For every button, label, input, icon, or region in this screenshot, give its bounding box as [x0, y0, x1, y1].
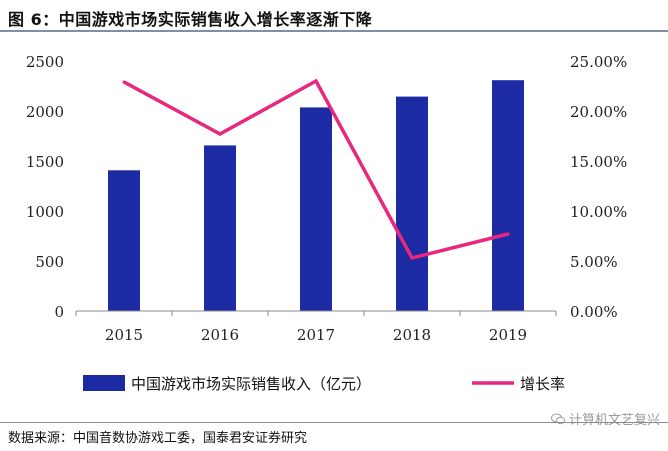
x-tick-label: 2017 [297, 326, 335, 344]
watermark-text: 计算机文艺复兴 [568, 413, 660, 428]
growth-rate-point-2018 [410, 256, 414, 260]
y-right-tick-label: 5.00% [570, 253, 618, 271]
chart-title: 图 6：中国游戏市场实际销售收入增长率逐渐下降 [8, 10, 373, 29]
growth-rate-point-2019 [506, 232, 510, 236]
y-right-tick-label: 25.00% [570, 53, 627, 71]
y-left-tick-label: 2000 [26, 103, 64, 121]
legend-bar-label: 中国游戏市场实际销售收入（亿元） [131, 375, 371, 393]
y-left-tick-label: 1500 [26, 153, 64, 171]
x-tick-label: 2015 [105, 326, 143, 344]
bar-2019 [492, 80, 524, 311]
growth-rate-point-2017 [314, 79, 318, 83]
y-left-tick-label: 1000 [26, 203, 64, 221]
y-right-tick-label: 0.00% [570, 303, 618, 321]
watermark: 计算机文艺复兴 [550, 409, 660, 428]
y-left-tick-label: 0 [54, 303, 64, 321]
bar-2018 [396, 96, 428, 311]
legend-bar-swatch [83, 375, 125, 391]
y-left-tick-label: 500 [35, 253, 64, 271]
bar-2015 [108, 170, 140, 311]
source-note: 数据来源：中国音数协游戏工委，国泰君安证券研究 [8, 431, 308, 446]
y-right-tick-label: 10.00% [570, 203, 627, 221]
growth-rate-point-2015 [122, 80, 126, 84]
y-right-tick-label: 15.00% [570, 153, 627, 171]
growth-rate-point-2016 [218, 132, 222, 136]
y-left-tick-label: 2500 [26, 53, 64, 71]
wechat-icon [550, 413, 565, 424]
bottom-divider [0, 422, 668, 423]
bar-2017 [300, 107, 332, 312]
x-tick-label: 2019 [489, 326, 527, 344]
bar-2016 [204, 145, 236, 311]
x-tick-label: 2018 [393, 326, 431, 344]
top-divider [0, 30, 668, 32]
x-tick-label: 2016 [201, 326, 239, 344]
legend-line-label: 增长率 [520, 375, 565, 393]
y-right-tick-label: 20.00% [570, 103, 627, 121]
